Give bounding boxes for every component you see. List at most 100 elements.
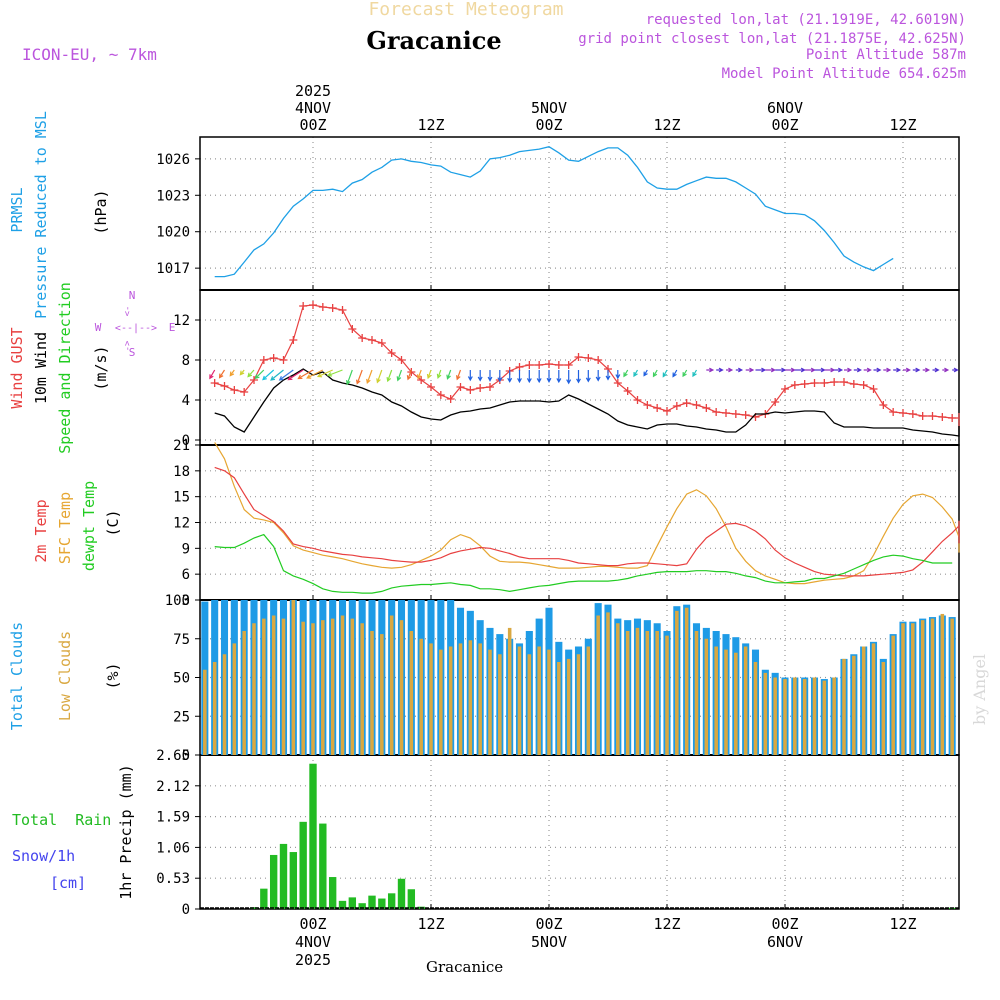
- rain-bar: [397, 878, 406, 909]
- clouds-unit: (%): [104, 662, 122, 689]
- gust-marker: [466, 386, 475, 394]
- low-clouds-bar: [557, 662, 561, 755]
- gust-marker: [456, 383, 465, 391]
- gust-marker: [613, 379, 622, 387]
- low-clouds-bar: [812, 677, 817, 755]
- low-clouds-bar: [321, 620, 325, 755]
- low-clouds-bar: [616, 623, 620, 755]
- low-clouds-bar: [488, 649, 492, 755]
- svg-text:N: N: [129, 289, 136, 302]
- gust-marker: [889, 408, 898, 416]
- wind-direction-arrow: [893, 367, 902, 373]
- grid-point-coords: grid point closest lon,lat (21.1875E, 42…: [578, 31, 966, 47]
- wind-direction-arrow: [643, 369, 648, 377]
- temp-unit: (C): [104, 509, 122, 536]
- wind-direction-arrow: [863, 367, 872, 373]
- low-clouds-bar: [429, 643, 433, 755]
- wind-direction-arrow: [456, 369, 462, 381]
- bottom-location-label: Gracanice: [426, 958, 503, 976]
- low-clouds-bar: [222, 654, 227, 755]
- wind-direction-arrow: [497, 370, 503, 383]
- low-clouds-bar: [645, 631, 650, 755]
- time-axis-top-label: 5NOV: [531, 99, 567, 117]
- low-clouds-bar: [262, 618, 266, 755]
- gust-marker: [476, 384, 485, 392]
- gust-marker: [849, 380, 858, 388]
- prmsl-label: PRMSL: [8, 187, 26, 232]
- wind-direction-arrow: [662, 369, 668, 378]
- wind-direction-arrow: [844, 367, 853, 373]
- y-tick-label: 2.65: [156, 748, 190, 764]
- compass-rose: N S W E <--|--> <- ->: [95, 289, 176, 359]
- low-clouds-bar: [950, 618, 954, 755]
- low-clouds-bar: [881, 662, 886, 755]
- wind-direction-arrow: [346, 369, 353, 386]
- wind-direction-arrow: [942, 367, 950, 373]
- time-axis-top-label: 12Z: [417, 116, 444, 134]
- wind-direction-arrow: [536, 370, 542, 384]
- model-altitude: Model Point Altitude 654.625m: [722, 66, 966, 82]
- wind-direction-arrow: [576, 370, 581, 384]
- wind-10m-label: 10m Wind: [32, 332, 50, 404]
- wind-direction-arrow: [672, 369, 678, 378]
- low-clouds-bar: [399, 620, 404, 755]
- time-axis-top-label: 4NOV: [295, 99, 331, 117]
- gust-marker: [731, 410, 740, 418]
- gust-marker: [830, 378, 839, 386]
- pressure-unit: (hPa): [92, 189, 110, 234]
- gust-marker: [397, 356, 406, 364]
- wind-direction-arrow: [376, 369, 383, 384]
- wind-direction-arrow: [229, 369, 235, 377]
- low-clouds-bar: [330, 618, 335, 755]
- wind-direction-arrow: [416, 369, 422, 380]
- gust-marker: [840, 378, 848, 386]
- low-clouds-bar: [773, 677, 777, 755]
- rain-bar: [299, 821, 307, 909]
- rain-bar: [368, 895, 376, 909]
- time-axis-bottom-label: 00Z: [535, 915, 562, 933]
- gust-marker: [407, 368, 416, 376]
- low-clouds-bar: [370, 631, 374, 755]
- gust-marker: [545, 360, 553, 368]
- gust-marker: [348, 325, 357, 333]
- gust-marker: [594, 356, 603, 364]
- gust-marker: [417, 376, 426, 384]
- wind-direction-arrow: [804, 367, 816, 373]
- gust-marker: [800, 380, 809, 388]
- snow-label: Snow/1h: [12, 847, 75, 865]
- wind-direction-arrow: [326, 369, 343, 377]
- y-tick-label: 6: [182, 567, 190, 583]
- low-clouds-bar: [606, 612, 610, 755]
- wind-direction-arrow: [853, 367, 862, 373]
- wind-direction-arrow: [595, 370, 601, 382]
- wind-direction-arrow: [794, 367, 806, 373]
- time-axis-top-label: 2025: [295, 82, 331, 100]
- gust-marker: [259, 356, 268, 364]
- low-clouds-bar: [547, 649, 551, 755]
- wind-direction-arrow: [487, 370, 493, 382]
- gust-marker: [230, 386, 239, 394]
- y-tick-label: 0.53: [156, 871, 190, 887]
- low-clouds-bar: [852, 655, 856, 755]
- wind-direction-arrow: [692, 369, 698, 378]
- wind-direction-arrow: [270, 369, 284, 381]
- temp2m-label: 2m Temp: [32, 499, 50, 562]
- low-clouds-bar: [734, 652, 738, 755]
- gust-marker: [672, 402, 681, 410]
- low-clouds-bar: [566, 658, 571, 755]
- low-clouds-bar: [871, 643, 876, 755]
- low-clouds-bar: [724, 649, 728, 755]
- low-clouds-bar: [468, 640, 473, 755]
- wind-direction-arrow: [726, 367, 734, 373]
- gust-marker: [377, 339, 386, 347]
- y-tick-label: 75: [173, 632, 190, 648]
- wind-direction-arrow: [566, 370, 572, 385]
- low-clouds-bar: [901, 623, 905, 755]
- low-clouds-bar: [793, 677, 797, 755]
- rain-bar: [358, 903, 366, 909]
- wind-direction-arrow: [682, 369, 688, 378]
- gust-marker: [712, 408, 721, 416]
- time-axis-top-label: 00Z: [299, 116, 326, 134]
- wind-direction-arrow: [765, 367, 776, 373]
- gust-marker: [918, 412, 927, 420]
